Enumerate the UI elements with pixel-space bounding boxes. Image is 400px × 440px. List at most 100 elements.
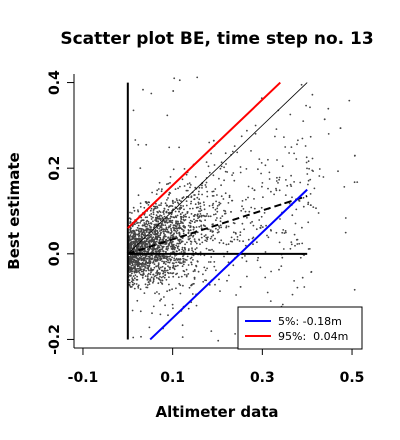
scatter-point (138, 235, 140, 238)
scatter-point (144, 256, 147, 259)
scatter-point (199, 202, 202, 205)
scatter-point (161, 188, 163, 191)
scatter-point (145, 286, 148, 289)
scatter-point (137, 194, 140, 197)
scatter-point (129, 229, 132, 232)
scatter-point (142, 265, 145, 267)
scatter-point (165, 278, 168, 281)
scatter-point (239, 231, 242, 234)
scatter-point (128, 243, 131, 246)
scatter-point (327, 133, 330, 135)
scatter-point (261, 185, 263, 188)
scatter-point (168, 242, 171, 245)
scatter-point (183, 208, 185, 211)
scatter-point (195, 304, 198, 307)
scatter-points (126, 76, 361, 342)
scatter-point (179, 292, 182, 295)
scatter-point (136, 258, 139, 260)
scatter-point (309, 204, 312, 207)
scatter-point (131, 212, 133, 214)
scatter-point (199, 213, 202, 215)
scatter-point (186, 183, 189, 185)
scatter-point (282, 248, 285, 250)
scatter-point (285, 231, 287, 234)
scatter-point (178, 210, 180, 213)
scatter-point (270, 270, 272, 273)
scatter-point (289, 247, 292, 250)
scatter-point (247, 185, 250, 188)
scatter-point (163, 215, 166, 218)
scatter-point (309, 193, 312, 195)
scatter-point (134, 265, 136, 267)
scatter-point (150, 258, 153, 261)
scatter-point (165, 248, 168, 251)
scatter-point (176, 242, 179, 245)
scatter-point (150, 239, 153, 242)
scatter-point (163, 207, 166, 210)
scatter-point (169, 217, 172, 220)
scatter-point (176, 214, 179, 217)
scatter-point (353, 288, 356, 291)
scatter-point (182, 216, 185, 219)
scatter-point (163, 232, 165, 235)
scatter-point (207, 215, 210, 218)
reference-lines (126, 81, 308, 341)
scatter-point (157, 282, 160, 285)
scatter-point (183, 219, 186, 222)
scatter-point (177, 239, 179, 241)
scatter-point (157, 220, 160, 223)
scatter-point (165, 211, 168, 214)
scatter-point (278, 189, 281, 192)
scatter-point (196, 215, 199, 218)
scatter-point (167, 197, 169, 199)
scatter-point (178, 249, 181, 252)
scatter-point (157, 262, 160, 264)
scatter-point (193, 221, 196, 224)
scatter-point (198, 216, 201, 219)
scatter-point (162, 255, 165, 257)
scatter-point (190, 261, 193, 264)
scatter-point (145, 269, 148, 272)
scatter-point (270, 229, 272, 232)
scatter-point (167, 236, 170, 239)
scatter-point (201, 241, 204, 244)
scatter-point (275, 180, 278, 182)
scatter-point (278, 178, 280, 181)
scatter-point (129, 246, 132, 249)
scatter-point (164, 263, 167, 265)
scatter-point (220, 184, 223, 187)
scatter-point (190, 196, 193, 199)
scatter-point (154, 240, 156, 243)
scatter-point (294, 244, 296, 247)
scatter-point (172, 233, 175, 236)
scatter-point (313, 187, 316, 190)
scatter-point (218, 227, 221, 229)
scatter-point (159, 299, 161, 302)
scatter-point (149, 260, 152, 262)
scatter-point (137, 287, 140, 289)
scatter-point (176, 229, 179, 232)
scatter-point (218, 241, 221, 244)
scatter-point (150, 218, 153, 220)
scatter-point (136, 267, 139, 270)
scatter-point (275, 128, 278, 131)
scatter-point (153, 266, 156, 269)
scatter-point (200, 227, 203, 230)
scatter-point (169, 259, 172, 262)
scatter-point (188, 182, 191, 185)
scatter-point (209, 229, 212, 232)
scatter-point (204, 234, 207, 236)
scatter-point (169, 268, 171, 270)
scatter-point (146, 216, 149, 219)
scatter-point (170, 227, 172, 230)
scatter-point (144, 225, 147, 228)
scatter-point (158, 204, 161, 207)
scatter-point (140, 230, 143, 233)
scatter-point (190, 202, 192, 205)
scatter-point (232, 231, 235, 234)
scatter-point (280, 265, 283, 267)
scatter-point (283, 232, 286, 235)
scatter-point (194, 194, 196, 196)
scatter-point (257, 168, 259, 171)
scatter-point (184, 213, 187, 216)
